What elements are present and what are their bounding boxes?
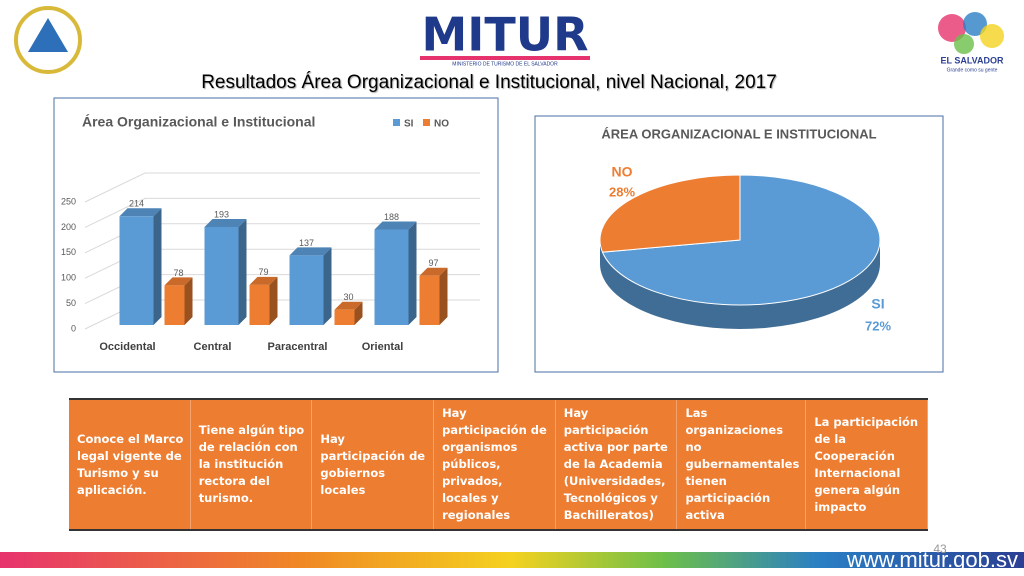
table-cell: Hay participación activa por parte de la… xyxy=(556,400,678,529)
y-tick-label: 150 xyxy=(61,247,76,257)
data-label: 193 xyxy=(214,209,229,219)
x-tick-label: Oriental xyxy=(362,341,404,353)
bar xyxy=(204,226,239,325)
y-tick-label: 50 xyxy=(66,298,76,308)
pie-label: NO xyxy=(612,164,633,180)
table-cell: Hay participación de organismos públicos… xyxy=(434,400,556,529)
bar xyxy=(119,216,154,325)
table-cell: Tiene algún tipo de relación con la inst… xyxy=(191,400,313,529)
table-cell: La participación de la Cooperación Inter… xyxy=(806,400,929,529)
bar-side xyxy=(184,277,193,325)
bar-side xyxy=(269,276,278,325)
pie-slice xyxy=(599,174,741,253)
bar xyxy=(419,275,440,325)
footer-bar xyxy=(0,552,1024,568)
bar-top xyxy=(164,277,193,286)
data-label: 78 xyxy=(173,268,183,278)
url: www.mitur.gob.sv xyxy=(846,547,1018,572)
brand-tagline: Grande como su gente xyxy=(947,67,998,73)
legend-label: NO xyxy=(434,119,449,130)
table-cell: Las organizaciones no gubernamentales ti… xyxy=(677,400,807,529)
data-label: 137 xyxy=(299,238,314,248)
bar-side xyxy=(439,267,448,325)
x-tick-label: Central xyxy=(194,341,232,353)
logo: MITUR xyxy=(421,8,588,62)
pie-side xyxy=(600,240,880,329)
page-number: 43 xyxy=(933,542,947,556)
table: Conoce el Marco legal vigente de Turismo… xyxy=(69,398,929,531)
bar-side xyxy=(323,247,332,325)
y-tick-label: 100 xyxy=(61,273,76,283)
data-label: 188 xyxy=(384,212,399,222)
grid-line xyxy=(84,197,480,228)
pie-value-label: 28% xyxy=(609,184,635,199)
data-label: 30 xyxy=(343,292,353,302)
bar-top xyxy=(204,218,247,227)
bar xyxy=(164,285,185,325)
bar-side xyxy=(153,208,162,325)
chart-title: Área Organizacional e Institucional xyxy=(82,114,315,130)
pie-slice xyxy=(601,174,881,306)
pie-value-label: 72% xyxy=(865,318,891,333)
grid-line xyxy=(84,172,480,203)
slide-title: Resultados Área Organizacional e Institu… xyxy=(201,72,777,93)
brand: EL SALVADOR xyxy=(940,55,1004,65)
bar-side xyxy=(238,218,247,325)
pie-label: SI xyxy=(871,296,884,312)
bar-top xyxy=(419,267,448,276)
bar-top xyxy=(289,247,332,256)
bar-top xyxy=(334,301,363,310)
bar xyxy=(334,309,355,325)
y-tick-label: 200 xyxy=(61,222,76,232)
chart-title: ÁREA ORGANIZACIONAL E INSTITUCIONAL xyxy=(601,126,876,141)
bar xyxy=(249,284,270,325)
bar-top xyxy=(374,221,417,230)
x-tick-label: Paracentral xyxy=(268,341,328,353)
bar xyxy=(289,255,324,325)
legend-swatch xyxy=(423,119,430,126)
emblem-shape xyxy=(28,18,68,52)
data-label: 214 xyxy=(129,199,144,209)
brand-shape xyxy=(963,12,987,36)
bar-top xyxy=(119,208,162,217)
logo-subtitle: MINISTERIO DE TURISMO DE EL SALVADOR xyxy=(452,61,558,67)
data-label: 97 xyxy=(428,258,438,268)
data-label: 79 xyxy=(258,267,268,277)
table-cell: Hay participación de gobiernos locales xyxy=(312,400,435,529)
y-tick-label: 0 xyxy=(71,323,76,333)
logo-bar xyxy=(420,56,590,60)
legend-swatch xyxy=(393,119,400,126)
y-tick-label: 250 xyxy=(61,196,76,206)
table-cell: Conoce el Marco legal vigente de Turismo… xyxy=(69,400,191,529)
legend-label: SI xyxy=(404,119,414,130)
brand-shape xyxy=(938,14,966,42)
brand-shape xyxy=(980,24,1004,48)
x-tick-label: Occidental xyxy=(99,341,155,353)
bar xyxy=(374,229,409,325)
bar-top xyxy=(249,276,278,285)
bar-side xyxy=(408,221,417,325)
brand-shape xyxy=(954,34,974,54)
bar-side xyxy=(354,301,363,325)
